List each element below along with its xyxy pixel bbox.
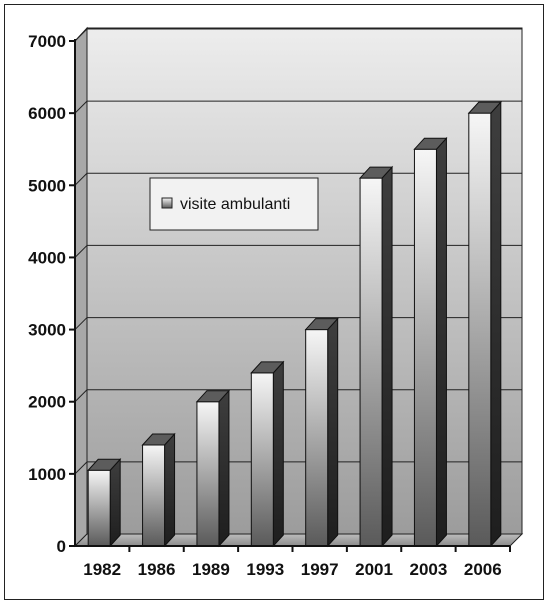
bars (87, 100, 502, 548)
legend-label: visite ambulanti (180, 196, 290, 213)
bar-2003 (413, 136, 448, 548)
x-tick-label-2003: 2003 (410, 560, 448, 579)
bar-front-1989 (196, 401, 220, 547)
y-tick-label-2000: 2000 (28, 393, 66, 412)
bar-side-2006 (490, 100, 502, 548)
bar-top-1986 (141, 433, 176, 446)
bar-front-2003 (413, 148, 437, 547)
bar-top-2006 (467, 101, 502, 114)
bar-top-1997 (304, 318, 339, 331)
bar-side-1993 (272, 360, 284, 548)
bar-1986 (141, 432, 176, 548)
bar-front-1982 (87, 469, 111, 547)
y-tick-label-3000: 3000 (28, 321, 66, 340)
bar-side-1986 (164, 432, 176, 548)
x-tick-label-1986: 1986 (138, 560, 176, 579)
gridline-side-3000 (74, 317, 88, 330)
bar-1982 (87, 457, 122, 548)
bar-top-1989 (195, 390, 231, 403)
gridline-side-1000 (74, 461, 88, 475)
gridline-side-6000 (74, 100, 88, 114)
bar-1993 (250, 360, 285, 548)
x-tick-label-1982: 1982 (83, 560, 121, 579)
y-tick-label-4000: 4000 (28, 248, 66, 267)
gridline-side-2000 (74, 389, 88, 403)
bar-side-1989 (218, 389, 230, 548)
x-tick-label-1989: 1989 (192, 560, 230, 579)
x-tick-label-1993: 1993 (246, 560, 284, 579)
x-ticks: 1982 1986 1989 1993 1997 2001 2003 2006 (83, 546, 511, 579)
bar-front-1993 (250, 372, 274, 547)
bar-top-2003 (413, 137, 448, 150)
bar-side-1997 (327, 317, 339, 548)
legend-box (149, 177, 319, 231)
bar-top-1993 (250, 361, 285, 374)
y-tick-label-0: 0 (57, 537, 66, 556)
y-tick-label-7000: 7000 (28, 32, 66, 51)
y-tick-label-6000: 6000 (28, 104, 66, 123)
bar-1997 (304, 317, 339, 548)
bar-1989 (195, 389, 231, 548)
y-ticks: 0 1000 2000 3000 4000 5000 6000 7000 (28, 32, 75, 556)
bar-side-2001 (381, 165, 393, 548)
bar-2001 (358, 165, 394, 548)
bar-front-1986 (142, 444, 166, 547)
bar-side-1982 (109, 457, 121, 548)
gridline-side-4000 (74, 245, 88, 258)
bar-2006 (467, 100, 502, 548)
bar-front-1997 (305, 329, 329, 547)
y-tick-label-1000: 1000 (28, 465, 66, 484)
x-tick-label-2006: 2006 (464, 560, 502, 579)
gridline-side-5000 (74, 172, 88, 186)
bar-top-1982 (87, 458, 122, 471)
bar-top-2001 (358, 166, 394, 179)
bar-front-2001 (359, 177, 383, 547)
y-tick-label-5000: 5000 (28, 176, 66, 195)
legend: visite ambulanti (149, 177, 319, 231)
bar-front-2006 (468, 112, 492, 547)
legend-swatch (161, 197, 173, 209)
floor (73, 533, 524, 547)
gridline-side-7000 (74, 28, 88, 42)
x-tick-label-1997: 1997 (301, 560, 339, 579)
x-tick-label-2001: 2001 (355, 560, 393, 579)
bar-side-2003 (435, 136, 447, 548)
